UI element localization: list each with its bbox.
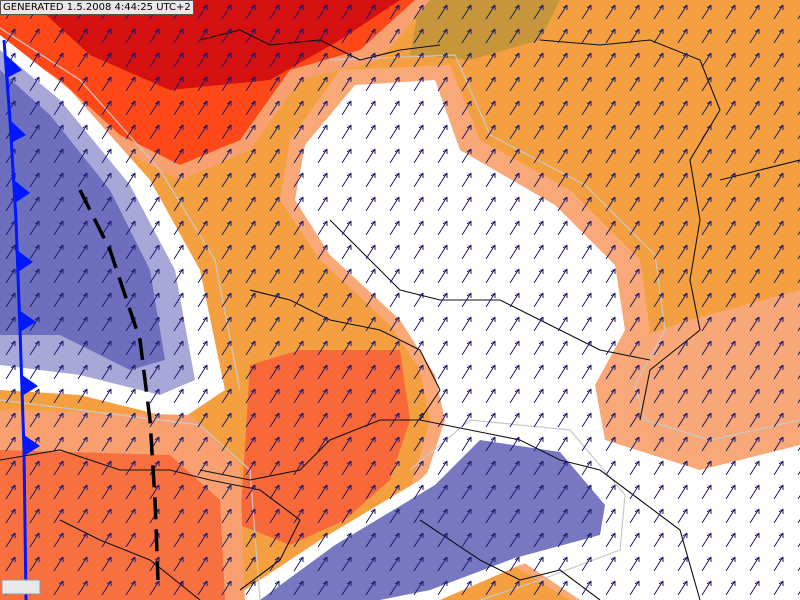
cold-front [2, 39, 28, 600]
trough-line [78, 189, 160, 581]
generated-stamp: GENERATED 1.5.2008 4:44:25 UTC+2 [0, 0, 194, 15]
logo-box [1, 579, 41, 595]
front-triangles [6, 55, 40, 456]
